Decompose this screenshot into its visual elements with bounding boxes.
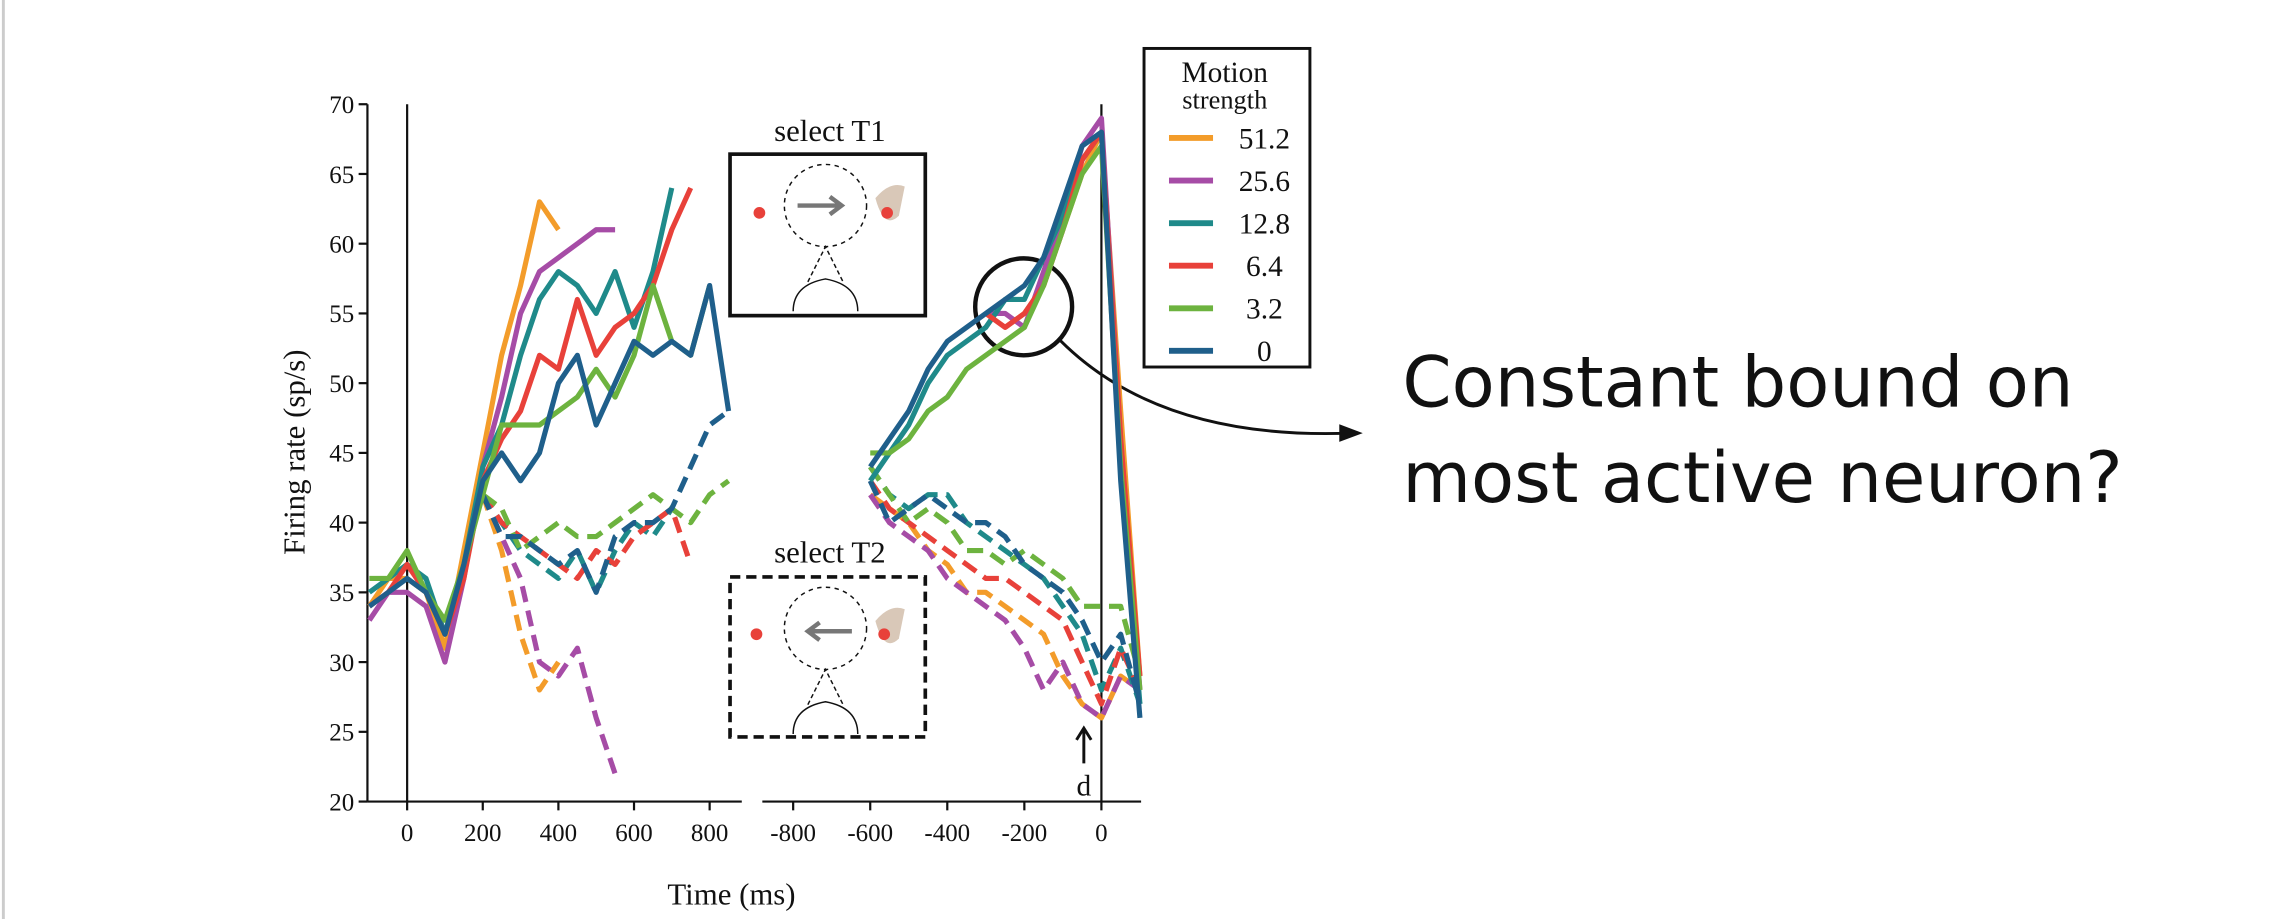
x-tick-label: 800 [691,820,728,847]
x-tick-label: -800 [770,820,816,847]
legend-label: 25.6 [1239,166,1290,198]
y-tick-label: 20 [329,789,354,816]
legend-label: 0 [1257,336,1272,368]
legend-label: 3.2 [1246,294,1283,326]
callout-text: most active neuron? [1402,437,2122,519]
slide: select T1 select T2 Motion strength Time… [0,0,2291,919]
legend-label: 12.8 [1239,208,1290,240]
series-line [483,411,729,592]
x-tick-label: -200 [1001,820,1047,847]
x-tick-label: 0 [401,820,413,847]
y-tick-label: 60 [329,232,354,259]
y-tick-label: 70 [329,92,354,119]
x-tick-label: 600 [615,820,652,847]
legend-label: 51.2 [1239,123,1290,155]
x-axis-label: Time (ms) [667,877,795,911]
y-tick-label: 25 [329,720,354,747]
inset-bottom [730,577,925,737]
inset-top [730,154,925,315]
legend-label: 6.4 [1246,251,1283,283]
y-axis-label: Firing rate (sp/s) [277,349,311,554]
y-tick-label: 55 [329,301,354,328]
y-tick-label: 35 [329,580,354,607]
x-tick-label: 400 [540,820,577,847]
marker-label: d [1076,771,1091,803]
page: {"chart_data": { "type": "line", "ylabel… [0,0,2291,919]
callout-text: Constant bound on [1402,342,2073,424]
series-line [483,481,729,551]
highlight-circle [975,258,1072,355]
callout-arrowhead [1339,424,1362,442]
inset-title: select T2 [774,535,886,569]
x-tick-label: 0 [1095,820,1107,847]
y-tick-label: 50 [329,371,354,398]
x-tick-label: -600 [847,820,893,847]
x-tick-label: 200 [464,820,501,847]
x-tick-label: -400 [924,820,970,847]
y-tick-label: 65 [329,162,354,189]
y-tick-label: 45 [329,441,354,468]
y-tick-label: 30 [329,650,354,677]
legend-title: strength [1182,85,1267,115]
marker-arrow [1077,728,1092,763]
inset-title: select T1 [774,114,886,148]
y-tick-label: 40 [329,510,354,537]
